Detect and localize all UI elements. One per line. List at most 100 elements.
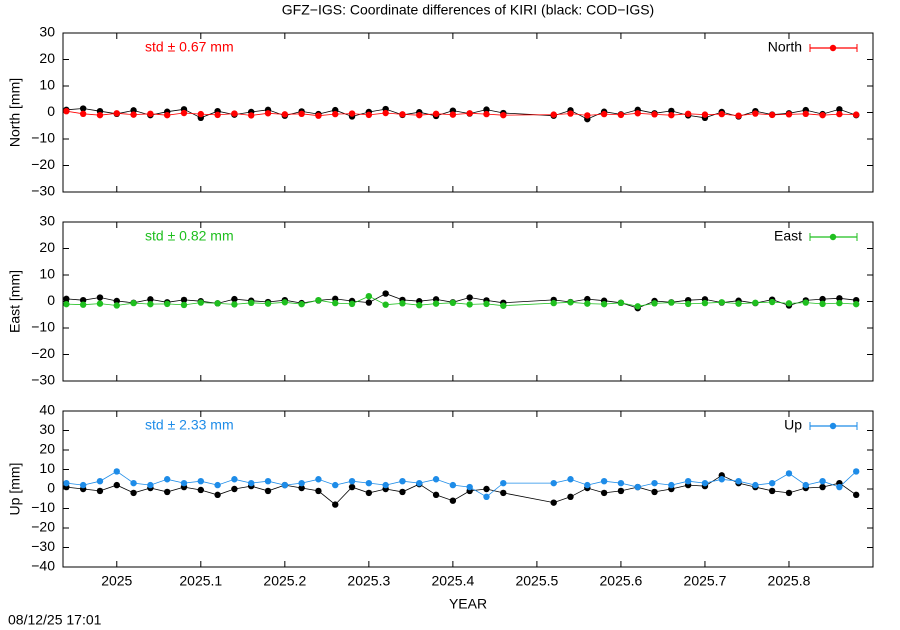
data-point xyxy=(96,300,104,307)
data-point xyxy=(432,476,440,483)
data-point xyxy=(634,110,641,117)
annotation: std ± 0.67 mm xyxy=(145,39,234,55)
data-point xyxy=(281,111,289,118)
series-line xyxy=(66,293,857,309)
data-point xyxy=(852,468,860,475)
data-point xyxy=(852,491,860,499)
y-tick-label: −40 xyxy=(31,558,55,574)
y-tick-label: 10 xyxy=(39,77,55,93)
data-point xyxy=(550,499,557,506)
data-point xyxy=(113,110,120,117)
data-point xyxy=(180,296,188,304)
data-point xyxy=(600,110,608,118)
data-point xyxy=(735,112,742,119)
data-point xyxy=(382,301,389,308)
data-point xyxy=(819,478,826,485)
data-point xyxy=(399,478,406,485)
series-line xyxy=(66,110,857,117)
y-tick-label: −20 xyxy=(31,519,55,535)
data-point xyxy=(617,299,625,307)
data-point xyxy=(449,299,457,307)
data-point xyxy=(63,295,70,303)
y-axis-label: North [mm] xyxy=(7,78,23,147)
data-point xyxy=(332,299,339,307)
data-point xyxy=(130,489,137,497)
data-point xyxy=(584,112,591,119)
data-point xyxy=(550,299,557,307)
data-point xyxy=(785,111,793,118)
y-tick-label: 10 xyxy=(39,266,55,282)
timestamp: 08/12/25 17:01 xyxy=(8,612,102,628)
data-point xyxy=(567,476,574,483)
data-point xyxy=(281,299,289,306)
data-point xyxy=(819,295,826,303)
data-point xyxy=(197,478,205,485)
data-point xyxy=(231,295,238,303)
x-tick-label: 2025.5 xyxy=(515,573,558,589)
data-point xyxy=(852,111,860,118)
x-tick-label: 2025.6 xyxy=(600,573,643,589)
x-tick-label: 2025.7 xyxy=(684,573,727,589)
data-point xyxy=(752,481,759,489)
series-line xyxy=(66,474,857,506)
data-point xyxy=(483,110,490,118)
data-point xyxy=(180,301,188,309)
data-point xyxy=(365,299,373,306)
legend-swatch xyxy=(829,233,837,241)
data-point xyxy=(264,110,272,117)
data-point xyxy=(718,110,725,118)
data-point xyxy=(684,478,692,485)
x-axis-label: YEAR xyxy=(449,596,487,612)
data-point xyxy=(231,110,238,117)
x-tick-label: 2025.1 xyxy=(179,573,222,589)
data-point xyxy=(768,111,776,119)
data-point xyxy=(248,112,255,119)
data-point xyxy=(365,111,373,119)
data-point xyxy=(466,301,473,308)
data-point xyxy=(79,105,87,112)
data-point xyxy=(332,110,339,118)
data-point xyxy=(617,479,625,487)
data-point xyxy=(651,479,658,487)
data-point xyxy=(197,486,205,494)
data-point xyxy=(197,110,205,118)
data-point xyxy=(96,294,104,301)
data-point xyxy=(668,299,675,306)
data-point xyxy=(483,485,490,493)
data-point xyxy=(147,481,154,489)
series-line xyxy=(66,295,857,307)
data-point xyxy=(147,300,154,308)
annotation: std ± 2.33 mm xyxy=(145,417,234,433)
data-point xyxy=(785,300,793,307)
y-tick-label: −30 xyxy=(31,372,55,388)
data-point xyxy=(701,111,709,118)
data-point xyxy=(348,478,356,485)
y-tick-label: −20 xyxy=(31,156,55,172)
data-point xyxy=(718,299,725,306)
data-point xyxy=(819,111,826,119)
data-point xyxy=(63,479,70,487)
data-point xyxy=(382,481,389,489)
data-point xyxy=(449,497,457,504)
data-point xyxy=(600,478,608,485)
data-point xyxy=(836,106,843,113)
data-point xyxy=(785,470,793,477)
data-point xyxy=(264,300,272,307)
data-point xyxy=(567,110,574,117)
y-tick-label: 0 xyxy=(47,292,55,308)
data-point xyxy=(466,110,473,117)
data-point xyxy=(399,111,406,118)
data-point xyxy=(197,299,205,306)
data-point xyxy=(298,484,305,492)
data-point xyxy=(214,111,221,119)
y-tick-label: 20 xyxy=(39,441,55,457)
data-point xyxy=(298,300,305,308)
data-point xyxy=(584,481,591,489)
y-tick-label: 10 xyxy=(39,460,55,476)
data-point xyxy=(802,299,809,306)
data-point xyxy=(348,110,356,117)
data-point xyxy=(113,302,120,309)
data-point xyxy=(701,479,709,487)
data-point xyxy=(130,111,137,118)
